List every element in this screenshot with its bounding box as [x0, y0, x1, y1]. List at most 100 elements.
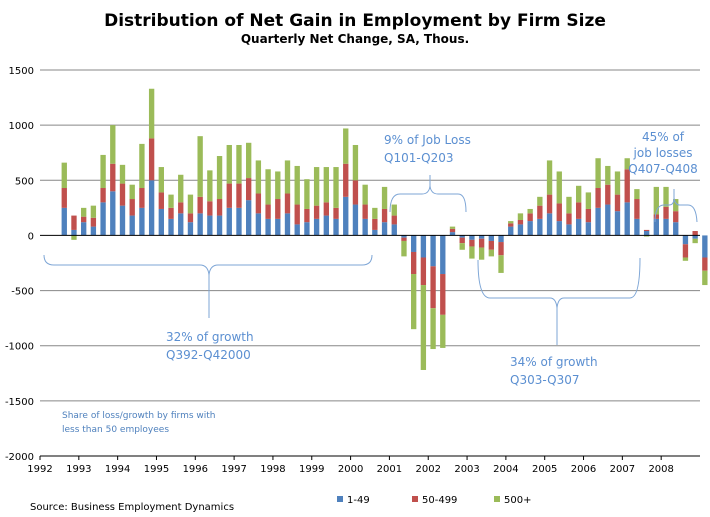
annotation-loss-0708-line3: Q407-Q408 — [628, 162, 697, 176]
brace-growth-0307 — [477, 257, 641, 345]
bar-segment — [81, 216, 87, 223]
bar-segment — [643, 235, 650, 237]
bar-segment — [488, 240, 494, 250]
bar-segment — [682, 235, 689, 245]
bar-segment — [255, 213, 262, 236]
bar-segment — [566, 224, 572, 236]
bar-segment — [71, 215, 77, 230]
bar-segment — [702, 235, 708, 258]
bar-segment — [527, 213, 533, 222]
bar-segment — [255, 193, 262, 214]
bar-segment — [411, 251, 417, 275]
x-tick-label: 1999 — [299, 464, 324, 475]
x-tick-label: 2007 — [610, 464, 635, 475]
bar-segment — [168, 207, 174, 219]
bar-segment — [527, 221, 533, 236]
bar-segment — [478, 235, 485, 239]
bar-segment — [556, 171, 562, 204]
bar-segment — [343, 128, 349, 164]
bar-segment — [634, 218, 640, 236]
bar-segment — [148, 88, 155, 139]
bars — [61, 88, 708, 370]
bar-segment — [139, 207, 145, 236]
bar-segment — [168, 218, 174, 236]
bar-segment — [343, 196, 349, 236]
annotation-growth-0307-line2: Q303-Q307 — [510, 373, 579, 387]
bar-segment — [391, 204, 397, 216]
x-tick-label: 2003 — [454, 464, 479, 475]
legend-label-50-499: 50-499 — [422, 495, 457, 506]
bar-segment — [343, 163, 349, 197]
bar-segment — [595, 158, 601, 189]
bar-segment — [226, 183, 232, 208]
bar-segment — [673, 199, 679, 212]
bar-segment — [508, 223, 514, 227]
y-axis-ticks: 1500 1000 500 0 -500 -1000 -1500 -2000 — [5, 66, 34, 463]
bar-segment — [546, 194, 553, 214]
bar-segment — [362, 218, 368, 236]
bar-segment — [624, 169, 630, 203]
bar-segment — [595, 207, 601, 236]
bar-segment — [401, 235, 407, 238]
bar-segment — [576, 218, 582, 236]
bar-segment — [158, 167, 164, 193]
bar-segment — [61, 188, 67, 208]
bar-segment — [576, 185, 582, 203]
bar-segment — [585, 208, 592, 223]
bar-segment — [401, 240, 407, 257]
bar-segment — [585, 192, 592, 209]
y-tick-label: -1000 — [5, 342, 34, 353]
bar-segment — [420, 285, 427, 370]
bar-segment — [236, 183, 242, 208]
legend-swatch-1-49 — [337, 496, 343, 502]
bar-segment — [304, 179, 310, 209]
bar-segment — [246, 200, 252, 236]
y-tick-label: -500 — [11, 287, 34, 298]
bar-segment — [129, 215, 135, 236]
x-tick-label: 1995 — [144, 464, 169, 475]
bar-segment — [90, 205, 97, 218]
bar-segment — [148, 138, 155, 181]
note-line2: less than 50 employees — [62, 425, 169, 435]
bar-segment — [129, 199, 135, 216]
bar-segment — [546, 160, 553, 195]
x-axis-ticks: 1992 1993 1994 1995 1996 1997 1998 1999 2000 2001… — [27, 455, 700, 475]
bar-segment — [605, 184, 611, 205]
bar-segment — [692, 238, 698, 244]
bar-segment — [469, 235, 475, 240]
bar-segment — [566, 196, 572, 214]
bar-segment — [411, 274, 417, 330]
bar-segment — [275, 171, 281, 200]
bar-segment — [313, 205, 320, 219]
bar-segment — [546, 213, 553, 236]
legend-swatch-500plus — [494, 496, 500, 502]
chart-title: Distribution of Net Gain in Employment b… — [104, 11, 606, 31]
bar-segment — [110, 191, 116, 236]
bar-segment — [449, 228, 456, 233]
bar-segment — [517, 219, 524, 225]
bar-segment — [226, 207, 232, 236]
bar-segment — [537, 196, 543, 206]
x-tick-label: 1992 — [27, 464, 52, 475]
bar-segment — [449, 232, 456, 236]
bar-segment — [207, 201, 213, 216]
bar-segment — [673, 211, 679, 223]
bar-segment — [498, 255, 504, 273]
gridlines — [40, 69, 700, 457]
bar-segment — [119, 183, 126, 206]
bar-segment — [197, 196, 203, 214]
bar-segment — [119, 205, 126, 236]
bar-segment — [488, 235, 494, 241]
bar-segment — [498, 242, 504, 256]
x-tick-label: 1993 — [66, 464, 91, 475]
bar-segment — [71, 235, 77, 240]
bar-segment — [294, 224, 300, 236]
bar-segment — [692, 231, 698, 236]
annotation-growth-0307-line1: 34% of growth — [510, 355, 598, 369]
bar-segment — [197, 136, 203, 197]
y-tick-label: 1500 — [9, 66, 34, 77]
x-tick-label: 2004 — [493, 464, 518, 475]
bar-segment — [61, 207, 67, 236]
x-tick-label: 1998 — [260, 464, 285, 475]
